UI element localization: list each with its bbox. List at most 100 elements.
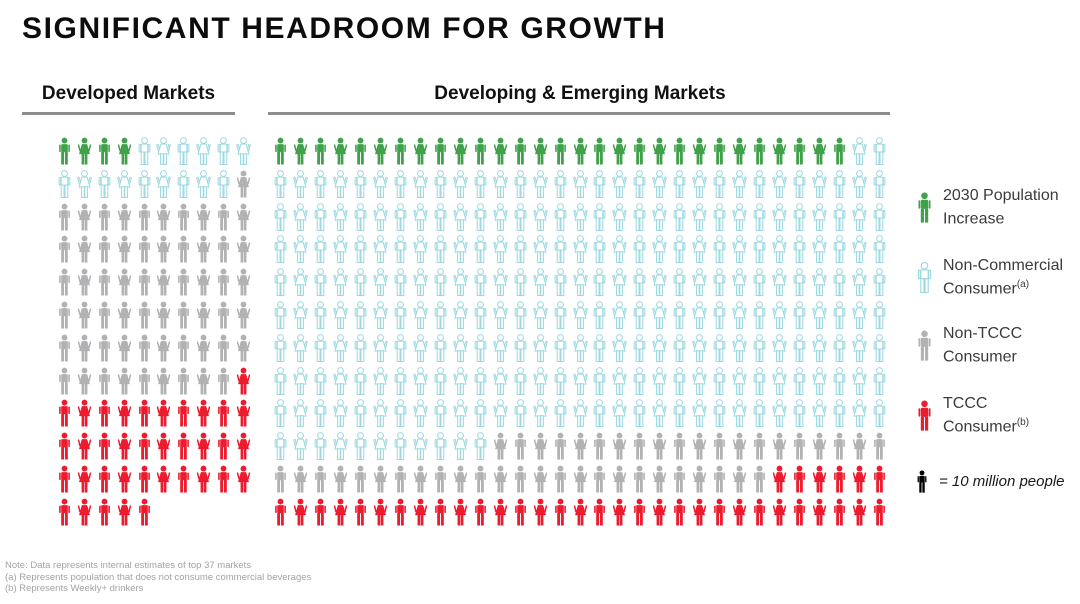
person-cell	[650, 366, 670, 400]
person-icon-noncommercial	[394, 169, 407, 198]
person-cell	[194, 465, 214, 498]
person-cell	[650, 301, 670, 334]
person-cell	[134, 301, 154, 334]
person-icon-noncommercial	[434, 268, 447, 297]
person-icon-increase	[413, 137, 428, 165]
person-icon-increase	[99, 137, 110, 165]
person-icon-increase	[77, 137, 92, 165]
person-cell	[650, 399, 670, 432]
person-cell	[233, 465, 253, 498]
person-cell	[331, 301, 351, 334]
person-icon-noncommercial	[594, 399, 606, 428]
person-icon-noncommercial	[354, 301, 367, 329]
person-icon-noncommercial	[732, 333, 747, 362]
person-cell	[291, 202, 311, 236]
person-cell	[769, 202, 789, 236]
person-icon-noncommercial	[314, 301, 327, 329]
slide-title: SIGNIFICANT HEADROOM FOR GROWTH	[22, 12, 667, 45]
person-icon-noncommercial	[453, 268, 468, 297]
person-icon-noncommercial	[394, 333, 407, 362]
person-cell	[371, 498, 391, 531]
person-cell	[431, 301, 451, 334]
person-cell	[809, 268, 829, 301]
person-cell	[271, 366, 291, 400]
person-icon-noncommercial	[453, 399, 468, 428]
person-icon-noncommercial	[373, 235, 389, 264]
person-cell	[849, 366, 869, 400]
person-cell	[809, 498, 829, 531]
person-cell	[114, 203, 134, 236]
person-cell	[95, 367, 115, 400]
person-icon-nontccc	[236, 301, 250, 329]
person-cell	[710, 333, 730, 367]
person-cell	[391, 235, 411, 268]
person-icon-noncommercial	[633, 268, 646, 297]
person-icon-nontccc	[333, 465, 348, 493]
person-icon-noncommercial	[554, 202, 566, 231]
person-icon-increase	[435, 137, 446, 165]
person-cell	[730, 235, 750, 268]
person-cell	[75, 334, 95, 367]
person-cell	[630, 465, 650, 498]
person-icon-tccc	[692, 498, 707, 526]
person-icon-noncommercial	[413, 169, 428, 198]
person-cell	[710, 432, 730, 465]
person-icon-increase	[594, 137, 606, 165]
person-icon-noncommercial	[275, 432, 287, 461]
person-icon-nontccc	[554, 465, 566, 493]
person-cell	[849, 333, 869, 367]
person-cell	[809, 235, 829, 268]
person-cell	[730, 202, 750, 236]
person-icon-tccc	[117, 498, 132, 526]
person-cell	[730, 498, 750, 531]
person-icon-nontccc	[395, 465, 406, 493]
person-cell	[690, 399, 710, 432]
person-icon-noncommercial	[514, 366, 527, 395]
person-icon-increase	[275, 137, 287, 165]
person-cell	[690, 432, 710, 465]
person-icon-noncommercial	[692, 301, 708, 329]
person-cell	[490, 498, 510, 531]
person-cell	[530, 235, 550, 268]
person-cell	[331, 366, 351, 400]
person-icon-noncommercial	[612, 202, 628, 231]
person-icon-tccc	[533, 498, 548, 526]
unit-person-icon	[917, 470, 927, 493]
person-cell	[331, 169, 351, 203]
person-cell	[590, 465, 610, 498]
person-icon-noncommercial	[554, 399, 566, 428]
person-cell	[311, 235, 331, 268]
person-cell	[690, 268, 710, 301]
person-cell	[510, 366, 530, 400]
person-icon-noncommercial	[692, 333, 708, 362]
person-icon-noncommercial	[275, 202, 287, 231]
person-icon-noncommercial	[612, 399, 628, 428]
person-cell	[411, 301, 431, 334]
person-cell	[411, 333, 431, 367]
person-cell	[411, 137, 431, 170]
person-cell	[610, 169, 630, 203]
person-cell	[114, 235, 134, 268]
person-icon-noncommercial	[833, 301, 846, 329]
person-cell	[570, 268, 590, 301]
person-cell	[271, 432, 291, 465]
person-icon-tccc	[59, 432, 71, 460]
person-cell	[670, 399, 690, 432]
person-cell	[431, 366, 451, 400]
person-icon-nontccc	[594, 465, 606, 493]
person-icon-noncommercial	[633, 169, 646, 198]
person-cell	[271, 202, 291, 236]
person-cell	[55, 399, 75, 432]
person-icon-noncommercial	[354, 366, 367, 395]
person-icon-tccc	[157, 432, 171, 460]
person-icon-noncommercial	[713, 202, 726, 231]
person-cell	[530, 465, 550, 498]
person-cell	[730, 169, 750, 203]
person-cell	[411, 432, 431, 465]
person-icon-noncommercial	[673, 301, 686, 329]
person-cell	[431, 333, 451, 367]
person-icon-increase	[554, 137, 566, 165]
person-icon-noncommercial	[652, 268, 668, 297]
person-icon-noncommercial	[354, 432, 367, 461]
person-icon-nontccc	[178, 268, 190, 296]
